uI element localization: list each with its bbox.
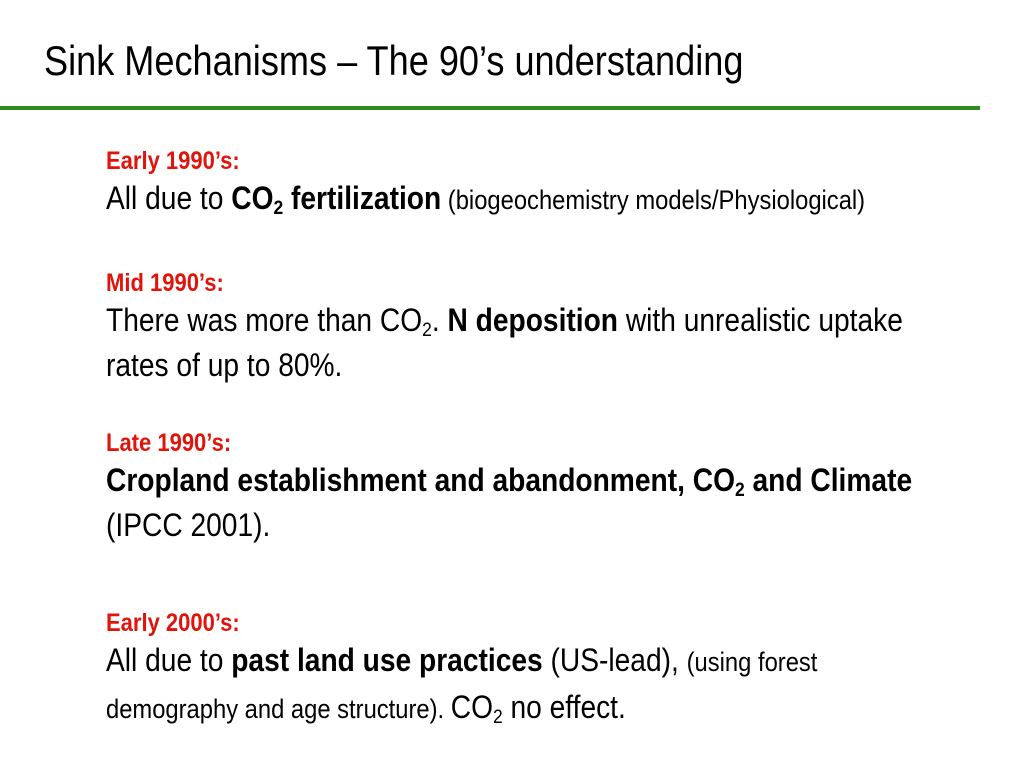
subscript: 2 xyxy=(492,705,503,728)
section-heading: Early 2000’s: xyxy=(106,609,240,637)
section-body: Cropland establishment and abandonment, … xyxy=(106,458,933,548)
section-heading: Mid 1990’s: xyxy=(106,269,224,297)
subscript: 2 xyxy=(734,478,745,501)
section-body: All due to CO2 fertilization (biogeochem… xyxy=(106,176,986,223)
body-text: All due to xyxy=(106,642,232,678)
bold-term: N deposition xyxy=(447,302,619,338)
body-text: . xyxy=(431,302,448,338)
section-body: All due to past land use practices (US-l… xyxy=(106,638,951,732)
section-heading: Early 1990’s: xyxy=(106,147,240,175)
bold-term: CO2 fertilization xyxy=(231,180,442,219)
bold-text: Cropland establishment and abandonment, … xyxy=(106,462,735,498)
section-heading: Late 1990’s: xyxy=(106,429,232,457)
bold-text: CO xyxy=(231,180,274,216)
bold-term: Cropland establishment and abandonment, … xyxy=(106,462,913,501)
bold-text: and Climate xyxy=(744,462,913,498)
body-text: no effect. xyxy=(502,689,626,725)
section-late-1990s: Late 1990’s: Cropland establishment and … xyxy=(106,428,1006,548)
section-mid-1990s: Mid 1990’s: There was more than CO2. N d… xyxy=(106,268,1006,388)
title-divider xyxy=(0,106,980,110)
body-text: (IPCC 2001). xyxy=(106,507,271,543)
subscript: 2 xyxy=(422,318,432,341)
body-text: with unrealistic uptake rates of up to 8… xyxy=(106,302,903,383)
subscript: 2 xyxy=(273,196,284,219)
small-note: (biogeochemistry models/Physiological) xyxy=(441,185,866,215)
section-body: There was more than CO2. N deposition wi… xyxy=(106,298,933,388)
body-text: (US-lead), xyxy=(542,642,687,678)
body-text: There was more than CO xyxy=(106,302,423,338)
bold-text: fertilization xyxy=(283,180,442,216)
section-early-1990s: Early 1990’s: All due to CO2 fertilizati… xyxy=(106,146,1006,223)
slide-title: Sink Mechanisms – The 90’s understanding xyxy=(44,37,744,84)
body-text: All due to xyxy=(106,180,232,216)
small-note: (using forest demography and age structu… xyxy=(106,647,818,724)
body-text: CO xyxy=(450,689,493,725)
section-early-2000s: Early 2000’s: All due to past land use p… xyxy=(106,608,1006,732)
bold-term: past land use practices xyxy=(231,642,543,678)
